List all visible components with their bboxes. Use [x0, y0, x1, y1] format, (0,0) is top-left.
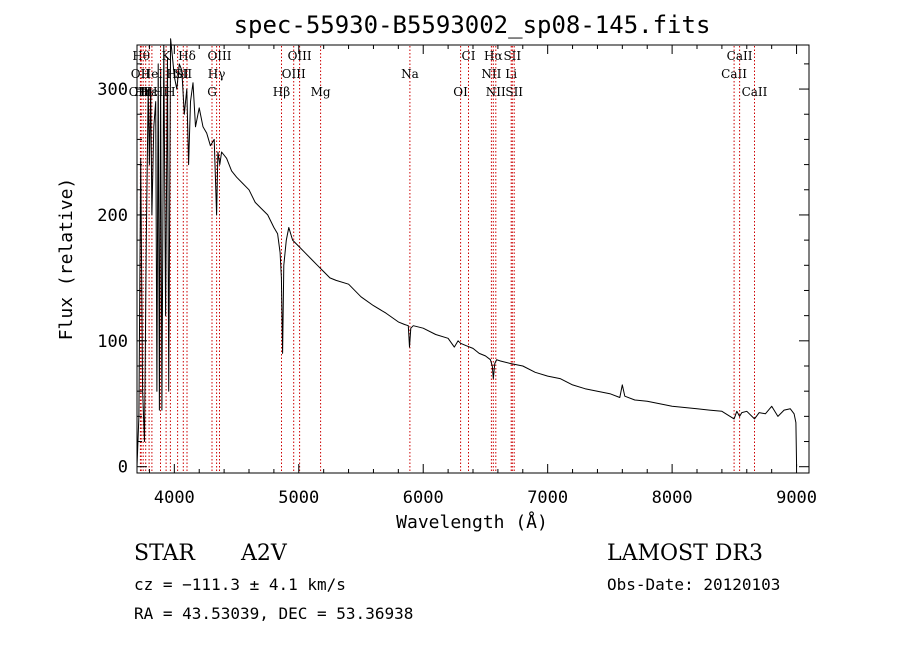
x-tick-label: 9000 — [776, 488, 817, 508]
spectral-line-label: HeI — [141, 67, 164, 81]
spectral-line-label: Hα — [484, 49, 503, 63]
y-axis-ticks: 0 100 200 300 — [97, 63, 809, 478]
observation-date: Obs-Date: 20120103 — [607, 575, 780, 594]
spectral-line-label: Hβ — [273, 85, 290, 99]
spectral-line-label: OI — [453, 85, 468, 99]
spectral-line-label: G — [207, 85, 217, 99]
object-subclass: A2V — [240, 541, 288, 566]
spectral-line-label: Hι — [138, 85, 153, 99]
spectral-line-label: OIII — [129, 85, 153, 99]
spectral-line-label: Na — [401, 67, 419, 81]
spectral-line-label: NII — [481, 67, 501, 81]
x-tick-label: 8000 — [652, 488, 693, 508]
redshift-info: cz = −111.3 ± 4.1 km/s — [134, 575, 346, 594]
plot-frame — [136, 44, 810, 474]
spectral-line-label: Hθ — [132, 49, 150, 63]
y-tick-label: 200 — [97, 206, 128, 226]
x-tick-label: 6000 — [403, 488, 444, 508]
x-axis-label: Wavelength (Å) — [396, 511, 548, 533]
spectral-line-label: SII — [503, 49, 521, 63]
x-tick-label: 4000 — [154, 488, 195, 508]
spectral-line-label: CaII — [727, 49, 753, 63]
spectral-line-label: Li — [505, 67, 517, 81]
spectral-line-label: Mg — [311, 85, 331, 99]
spectral-line-markers: HθOIIOIIIHηHιHεHeIHIKHHeISIIHδGHγOIIIHβO… — [129, 46, 768, 472]
spectral-line-label: Hγ — [208, 67, 226, 81]
spectral-line-label: Hη — [134, 85, 152, 99]
spectral-line-label: OIII — [207, 49, 231, 63]
spectral-line-label: CaII — [721, 67, 747, 81]
spectral-line-label: OIII — [288, 49, 312, 63]
spectral-line-label: NII — [486, 85, 506, 99]
spectral-line-label: SII — [174, 67, 192, 81]
y-axis-label: Flux (relative) — [56, 178, 77, 341]
object-class: STAR — [134, 541, 196, 566]
spectral-line-label: SII — [505, 85, 523, 99]
survey-name: LAMOST DR3 — [607, 541, 763, 566]
spectral-line-label: Hδ — [178, 49, 196, 63]
y-tick-label: 0 — [118, 458, 128, 478]
y-tick-label: 100 — [97, 332, 128, 352]
spectrum-series — [136, 38, 798, 467]
spectral-line-label: OIII — [282, 67, 306, 81]
spectral-line-label: Hε — [141, 85, 158, 99]
spectral-line-label: CI — [462, 49, 476, 63]
y-tick-label: 300 — [97, 80, 128, 100]
x-tick-label: 5000 — [278, 488, 319, 508]
x-tick-label: 7000 — [527, 488, 568, 508]
chart-title: spec-55930-B5593002_sp08-145.fits — [234, 11, 711, 39]
spectral-line-label: K — [162, 49, 172, 63]
spectral-line-label: CaII — [742, 85, 768, 99]
x-axis-ticks: 4000 5000 6000 7000 8000 9000 — [148, 45, 817, 508]
spectrum-line — [136, 38, 798, 467]
coordinates-info: RA = 43.53039, DEC = 53.36938 — [134, 604, 413, 623]
